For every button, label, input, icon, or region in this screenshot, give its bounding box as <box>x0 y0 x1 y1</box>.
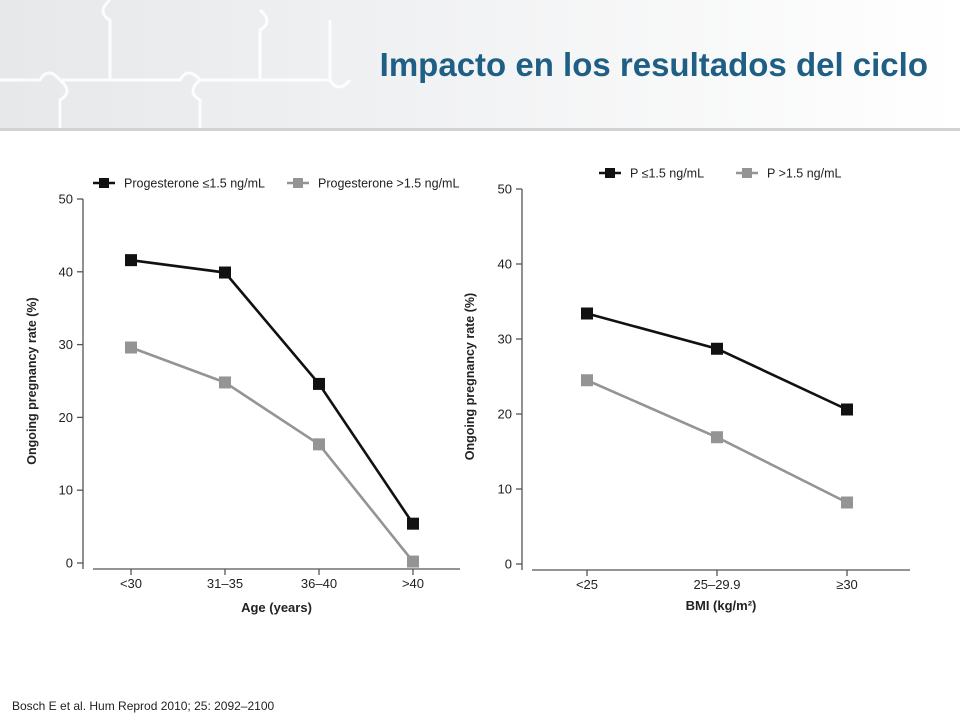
legend-marker <box>293 178 303 188</box>
data-point <box>581 307 593 320</box>
data-point <box>219 266 231 279</box>
banner-divider <box>0 128 960 131</box>
data-point <box>219 376 231 389</box>
data-point <box>841 403 853 416</box>
y-tick-label: 40 <box>498 257 512 272</box>
legend-label: Progesterone ≤1.5 ng/mL <box>124 177 265 191</box>
y-tick-label: 10 <box>498 482 512 497</box>
x-tick-label: >40 <box>402 576 424 591</box>
data-point <box>841 496 853 509</box>
data-point <box>407 517 419 530</box>
y-axis-label: Ongoing pregnancy rate (%) <box>25 297 39 464</box>
slide-title: Impacto en los resultados del ciclo <box>379 46 928 83</box>
y-tick-label: 0 <box>66 556 73 571</box>
x-tick-label: 36–40 <box>301 576 337 591</box>
data-point <box>313 377 325 390</box>
data-point <box>125 254 137 267</box>
data-point <box>125 341 137 354</box>
series-line <box>130 346 415 563</box>
y-tick-label: 10 <box>59 483 73 498</box>
data-point <box>711 342 723 355</box>
y-tick-label: 20 <box>59 410 73 425</box>
data-point <box>407 555 419 568</box>
data-point <box>581 374 593 387</box>
legend-marker <box>99 178 109 188</box>
series-line <box>130 258 415 525</box>
x-axis-label: BMI (kg/m²) <box>686 598 757 613</box>
y-tick-label: 20 <box>498 407 512 422</box>
data-point <box>313 438 325 451</box>
legend-label: P ≤1.5 ng/mL <box>630 167 704 181</box>
x-tick-label: 25–29.9 <box>694 577 741 592</box>
y-axis-label: Ongoing pregnancy rate (%) <box>463 293 477 460</box>
series-line <box>586 312 848 411</box>
legend-label: Progesterone >1.5 ng/mL <box>318 177 459 191</box>
legend-label: P >1.5 ng/mL <box>767 167 842 181</box>
y-tick-label: 30 <box>59 337 73 352</box>
y-tick-label: 50 <box>498 182 512 197</box>
header-banner <box>0 0 960 130</box>
legend-marker <box>605 168 615 178</box>
citation: Bosch E et al. Hum Reprod 2010; 25: 2092… <box>12 699 275 713</box>
x-tick-label: ≥30 <box>836 577 858 592</box>
data-point <box>711 431 723 444</box>
y-tick-label: 40 <box>59 264 73 279</box>
legend-marker <box>742 168 752 178</box>
chart-2: 0 10 20 30 40 50 <25 25–29.9 ≥30 P ≤1.5 ng/mL P >1… <box>463 167 910 613</box>
chart-1: 0 10 20 30 40 50 <30 31–35 36–40 >40 Progesterone … <box>25 177 460 615</box>
y-tick-label: 50 <box>59 192 73 207</box>
x-axis-label: Age (years) <box>241 600 312 615</box>
x-tick-label: 31–35 <box>207 576 243 591</box>
x-tick-label: <25 <box>576 577 598 592</box>
y-tick-label: 0 <box>505 557 512 572</box>
x-tick-label: <30 <box>120 576 142 591</box>
y-tick-label: 30 <box>498 332 512 347</box>
puzzle-decoration <box>0 0 352 130</box>
